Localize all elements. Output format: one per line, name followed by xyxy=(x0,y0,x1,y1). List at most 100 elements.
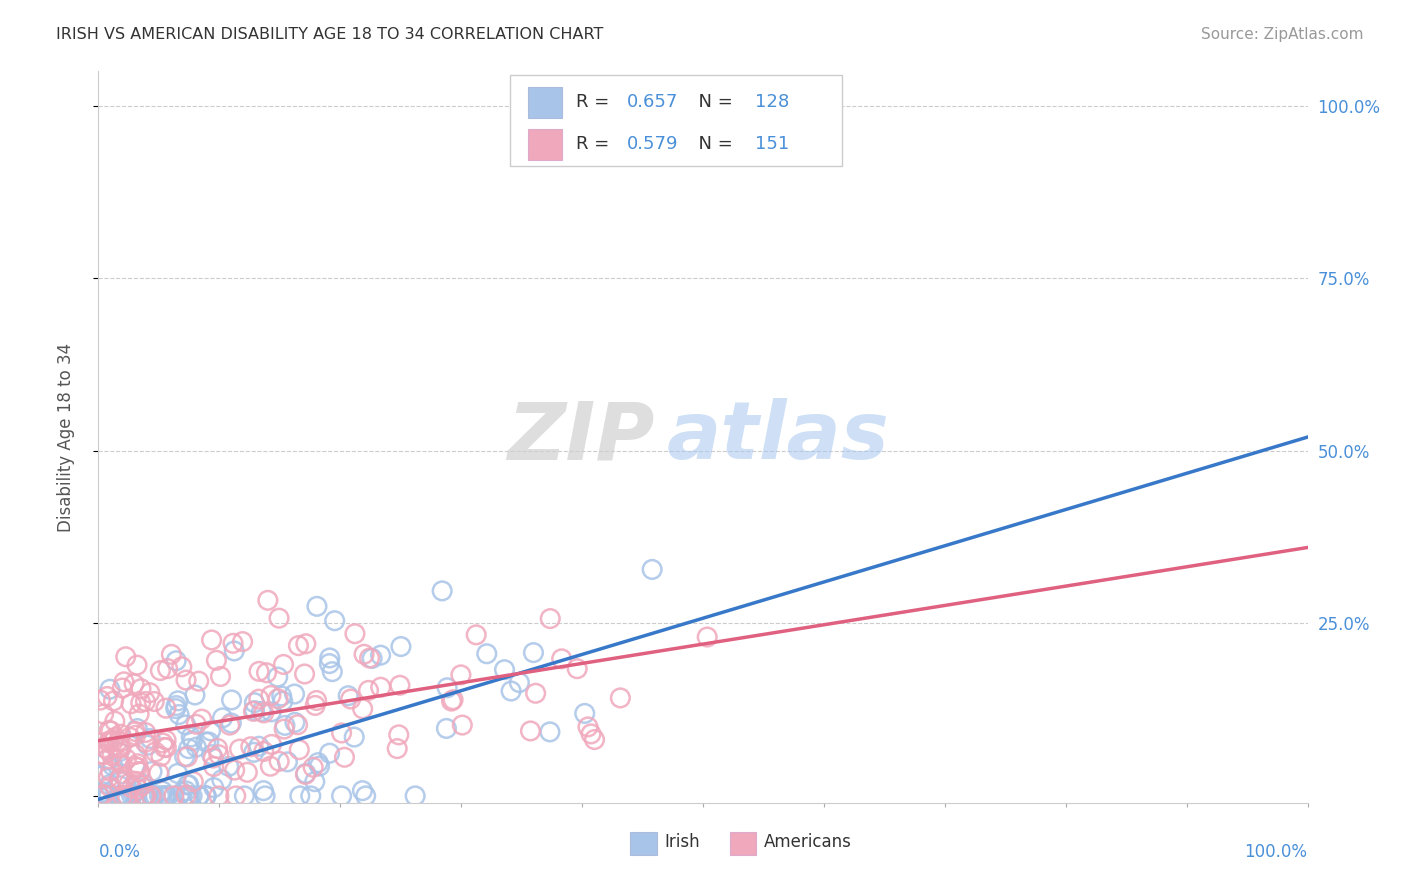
Point xyxy=(149,664,172,678)
Point xyxy=(550,652,572,666)
Point xyxy=(148,765,170,780)
Point xyxy=(177,789,200,803)
Point xyxy=(287,717,309,731)
Text: IRISH VS AMERICAN DISABILITY AGE 18 TO 34 CORRELATION CHART: IRISH VS AMERICAN DISABILITY AGE 18 TO 3… xyxy=(56,27,603,42)
Point xyxy=(318,657,340,671)
Point xyxy=(96,789,118,803)
Point xyxy=(576,720,599,734)
Point xyxy=(132,789,155,803)
Point xyxy=(284,715,307,730)
Point xyxy=(166,766,188,780)
Point xyxy=(194,789,217,803)
Point xyxy=(174,673,197,687)
Point xyxy=(200,632,222,647)
Point xyxy=(152,736,174,750)
Point xyxy=(125,774,148,789)
Point xyxy=(103,734,125,748)
Point xyxy=(195,789,218,803)
Point xyxy=(153,789,176,803)
Point xyxy=(318,746,340,760)
Point xyxy=(252,783,274,797)
Point xyxy=(108,773,131,788)
Point xyxy=(107,734,129,748)
Point xyxy=(150,789,173,803)
Point xyxy=(100,764,122,779)
Point xyxy=(143,745,166,759)
Text: 0.657: 0.657 xyxy=(627,94,678,112)
Point xyxy=(108,740,131,755)
Point xyxy=(93,740,115,755)
Point xyxy=(579,727,602,741)
Point xyxy=(353,647,375,661)
Point xyxy=(89,789,111,803)
Point xyxy=(239,739,262,754)
Point xyxy=(236,765,259,780)
Point xyxy=(436,722,458,736)
Point xyxy=(254,789,277,803)
Point xyxy=(361,651,384,665)
Point xyxy=(295,637,318,651)
Point xyxy=(295,766,318,780)
Point xyxy=(260,738,283,752)
Point xyxy=(205,653,228,667)
Point xyxy=(211,772,233,787)
Point xyxy=(188,789,211,803)
Point xyxy=(110,741,132,756)
Point xyxy=(330,789,353,803)
Point xyxy=(170,660,193,674)
Text: atlas: atlas xyxy=(666,398,890,476)
Point xyxy=(143,789,166,803)
Text: N =: N = xyxy=(688,94,738,112)
Point xyxy=(115,752,138,766)
Text: R =: R = xyxy=(576,136,614,153)
Point xyxy=(232,634,254,648)
Point xyxy=(139,731,162,746)
Text: Irish: Irish xyxy=(664,833,700,851)
Point xyxy=(186,740,208,755)
Text: Source: ZipAtlas.com: Source: ZipAtlas.com xyxy=(1201,27,1364,42)
Point xyxy=(134,735,156,749)
Point xyxy=(267,611,290,625)
Point xyxy=(91,747,114,762)
Point xyxy=(111,681,134,695)
Point xyxy=(112,674,135,689)
Point xyxy=(222,636,245,650)
Point xyxy=(271,694,294,708)
Point xyxy=(124,747,146,762)
Point xyxy=(501,684,523,698)
Point xyxy=(135,725,157,739)
Point xyxy=(89,747,111,762)
Point xyxy=(256,665,278,680)
Point xyxy=(121,789,143,803)
Point xyxy=(87,789,110,803)
Point xyxy=(186,717,208,731)
Point xyxy=(451,718,474,732)
Point xyxy=(93,785,115,799)
Point xyxy=(273,722,295,736)
Y-axis label: Disability Age 18 to 34: Disability Age 18 to 34 xyxy=(56,343,75,532)
Point xyxy=(538,611,561,625)
Point xyxy=(273,657,295,672)
Point xyxy=(221,693,243,707)
Point xyxy=(114,649,136,664)
Point xyxy=(108,789,131,803)
Point xyxy=(440,694,463,708)
Point xyxy=(152,784,174,798)
Point xyxy=(247,692,270,706)
Point xyxy=(200,747,222,762)
Point xyxy=(89,693,111,707)
Point xyxy=(176,778,198,792)
Point xyxy=(131,779,153,793)
Point xyxy=(118,731,141,745)
Text: 0.0%: 0.0% xyxy=(98,843,141,861)
Point xyxy=(128,764,150,779)
Point xyxy=(101,748,124,763)
Point xyxy=(143,694,166,708)
Point xyxy=(98,734,121,748)
Point xyxy=(508,675,530,690)
Point xyxy=(89,789,111,803)
Point xyxy=(188,789,211,803)
Point xyxy=(224,644,246,658)
Point xyxy=(125,780,148,794)
Point xyxy=(156,789,179,803)
